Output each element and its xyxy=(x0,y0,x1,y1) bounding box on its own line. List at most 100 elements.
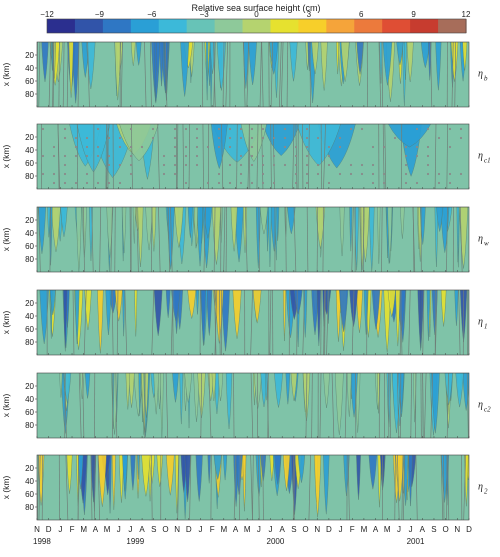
significance-dot xyxy=(459,172,463,176)
significance-dot xyxy=(448,145,452,149)
anomaly-region xyxy=(174,207,184,248)
contour-line xyxy=(261,42,264,107)
significance-dot xyxy=(184,163,188,167)
anomaly-region xyxy=(454,290,459,326)
anomaly-region xyxy=(194,207,198,249)
anomaly-region xyxy=(119,124,159,162)
significance-dot xyxy=(96,127,100,131)
significance-dot xyxy=(261,127,265,131)
significance-dot xyxy=(195,163,199,167)
significance-dot xyxy=(118,181,122,185)
contour-line xyxy=(203,207,206,272)
x-month-label: D xyxy=(466,525,472,534)
contour-line xyxy=(105,124,107,189)
significance-dot xyxy=(327,145,331,149)
colorbar: −12 −9 −6 −3 0 3 6 9 12 xyxy=(40,10,471,34)
anomaly-region xyxy=(395,290,401,347)
contour-line xyxy=(259,42,262,107)
anomaly-region xyxy=(431,373,440,434)
colorbar-segment xyxy=(158,19,188,33)
significance-dot xyxy=(305,163,309,167)
significance-dot xyxy=(63,154,67,158)
anomaly-region xyxy=(426,290,431,341)
anomaly-region xyxy=(349,207,353,252)
anomaly-region xyxy=(387,290,396,318)
significance-dot xyxy=(184,145,188,149)
anomaly-region xyxy=(74,290,80,344)
significance-dot xyxy=(360,172,364,176)
significance-dot xyxy=(129,154,133,158)
contour-line xyxy=(66,42,69,107)
anomaly-region xyxy=(166,455,175,496)
significance-dot xyxy=(107,163,111,167)
y-tick-label: 60 xyxy=(25,490,34,499)
panel-frame xyxy=(36,41,470,108)
contour-line xyxy=(285,207,287,272)
x-month-label: J xyxy=(257,525,261,534)
significance-dot xyxy=(415,127,419,131)
contour-line xyxy=(422,290,425,355)
anomaly-region xyxy=(205,42,209,101)
y-axis-label: x (km) xyxy=(1,63,11,87)
contour-line xyxy=(410,373,412,438)
contour-line xyxy=(430,373,434,438)
colorbar-tick-label: −6 xyxy=(147,10,157,19)
x-month-label: A xyxy=(373,525,379,534)
contour-line xyxy=(378,42,382,107)
x-month-label: A xyxy=(233,525,239,534)
contour-line xyxy=(399,290,402,355)
contour-line xyxy=(344,373,348,438)
significance-dot xyxy=(250,145,254,149)
contour-line xyxy=(78,373,82,438)
panel-frame xyxy=(36,289,470,356)
significance-dot xyxy=(294,145,298,149)
contour-line xyxy=(422,373,424,438)
anomaly-region xyxy=(289,42,298,82)
significance-dot xyxy=(96,145,100,149)
colorbar-title: Relative sea surface height (cm) xyxy=(191,3,320,13)
anomaly-region xyxy=(122,290,125,337)
significance-dot xyxy=(217,172,221,176)
contour-line xyxy=(65,455,69,520)
x-month-label: F xyxy=(350,525,355,534)
contour-line xyxy=(214,290,217,355)
significance-dot xyxy=(294,172,298,176)
contour-line xyxy=(83,290,87,355)
contour-line xyxy=(323,124,326,189)
y-tick-label: 60 xyxy=(25,408,34,417)
significance-dot xyxy=(415,145,419,149)
anomaly-region xyxy=(369,207,375,272)
anomaly-region xyxy=(382,42,393,86)
contour-line xyxy=(382,124,385,189)
anomaly-region xyxy=(221,290,230,352)
significance-dot xyxy=(426,163,430,167)
contour-line xyxy=(144,42,147,107)
colorbar-tick-label: 6 xyxy=(359,10,364,19)
contour-line xyxy=(257,455,260,520)
anomaly-region xyxy=(326,290,330,324)
anomaly-region xyxy=(400,207,405,239)
significance-dot xyxy=(360,163,364,167)
anomaly-region xyxy=(274,455,282,485)
x-month-label: F xyxy=(210,525,215,534)
contour-line xyxy=(244,207,248,272)
significance-dot xyxy=(305,145,309,149)
y-tick-label: 80 xyxy=(25,421,34,430)
panel-label: η xyxy=(478,482,483,493)
anomaly-region xyxy=(121,207,127,254)
anomaly-region xyxy=(269,42,279,76)
significance-dot xyxy=(371,163,375,167)
significance-dot xyxy=(404,181,408,185)
significance-dot xyxy=(459,127,463,131)
significance-dot xyxy=(382,181,386,185)
contour-line xyxy=(424,373,427,438)
anomaly-region xyxy=(106,207,114,258)
anomaly-region xyxy=(455,373,464,408)
anomaly-region xyxy=(316,290,321,346)
significance-dot xyxy=(228,145,232,149)
contour-line xyxy=(82,373,85,438)
significance-dot xyxy=(283,136,287,140)
anomaly-region xyxy=(396,42,404,66)
significance-dot xyxy=(228,127,232,131)
y-tick-label: 20 xyxy=(25,464,34,473)
